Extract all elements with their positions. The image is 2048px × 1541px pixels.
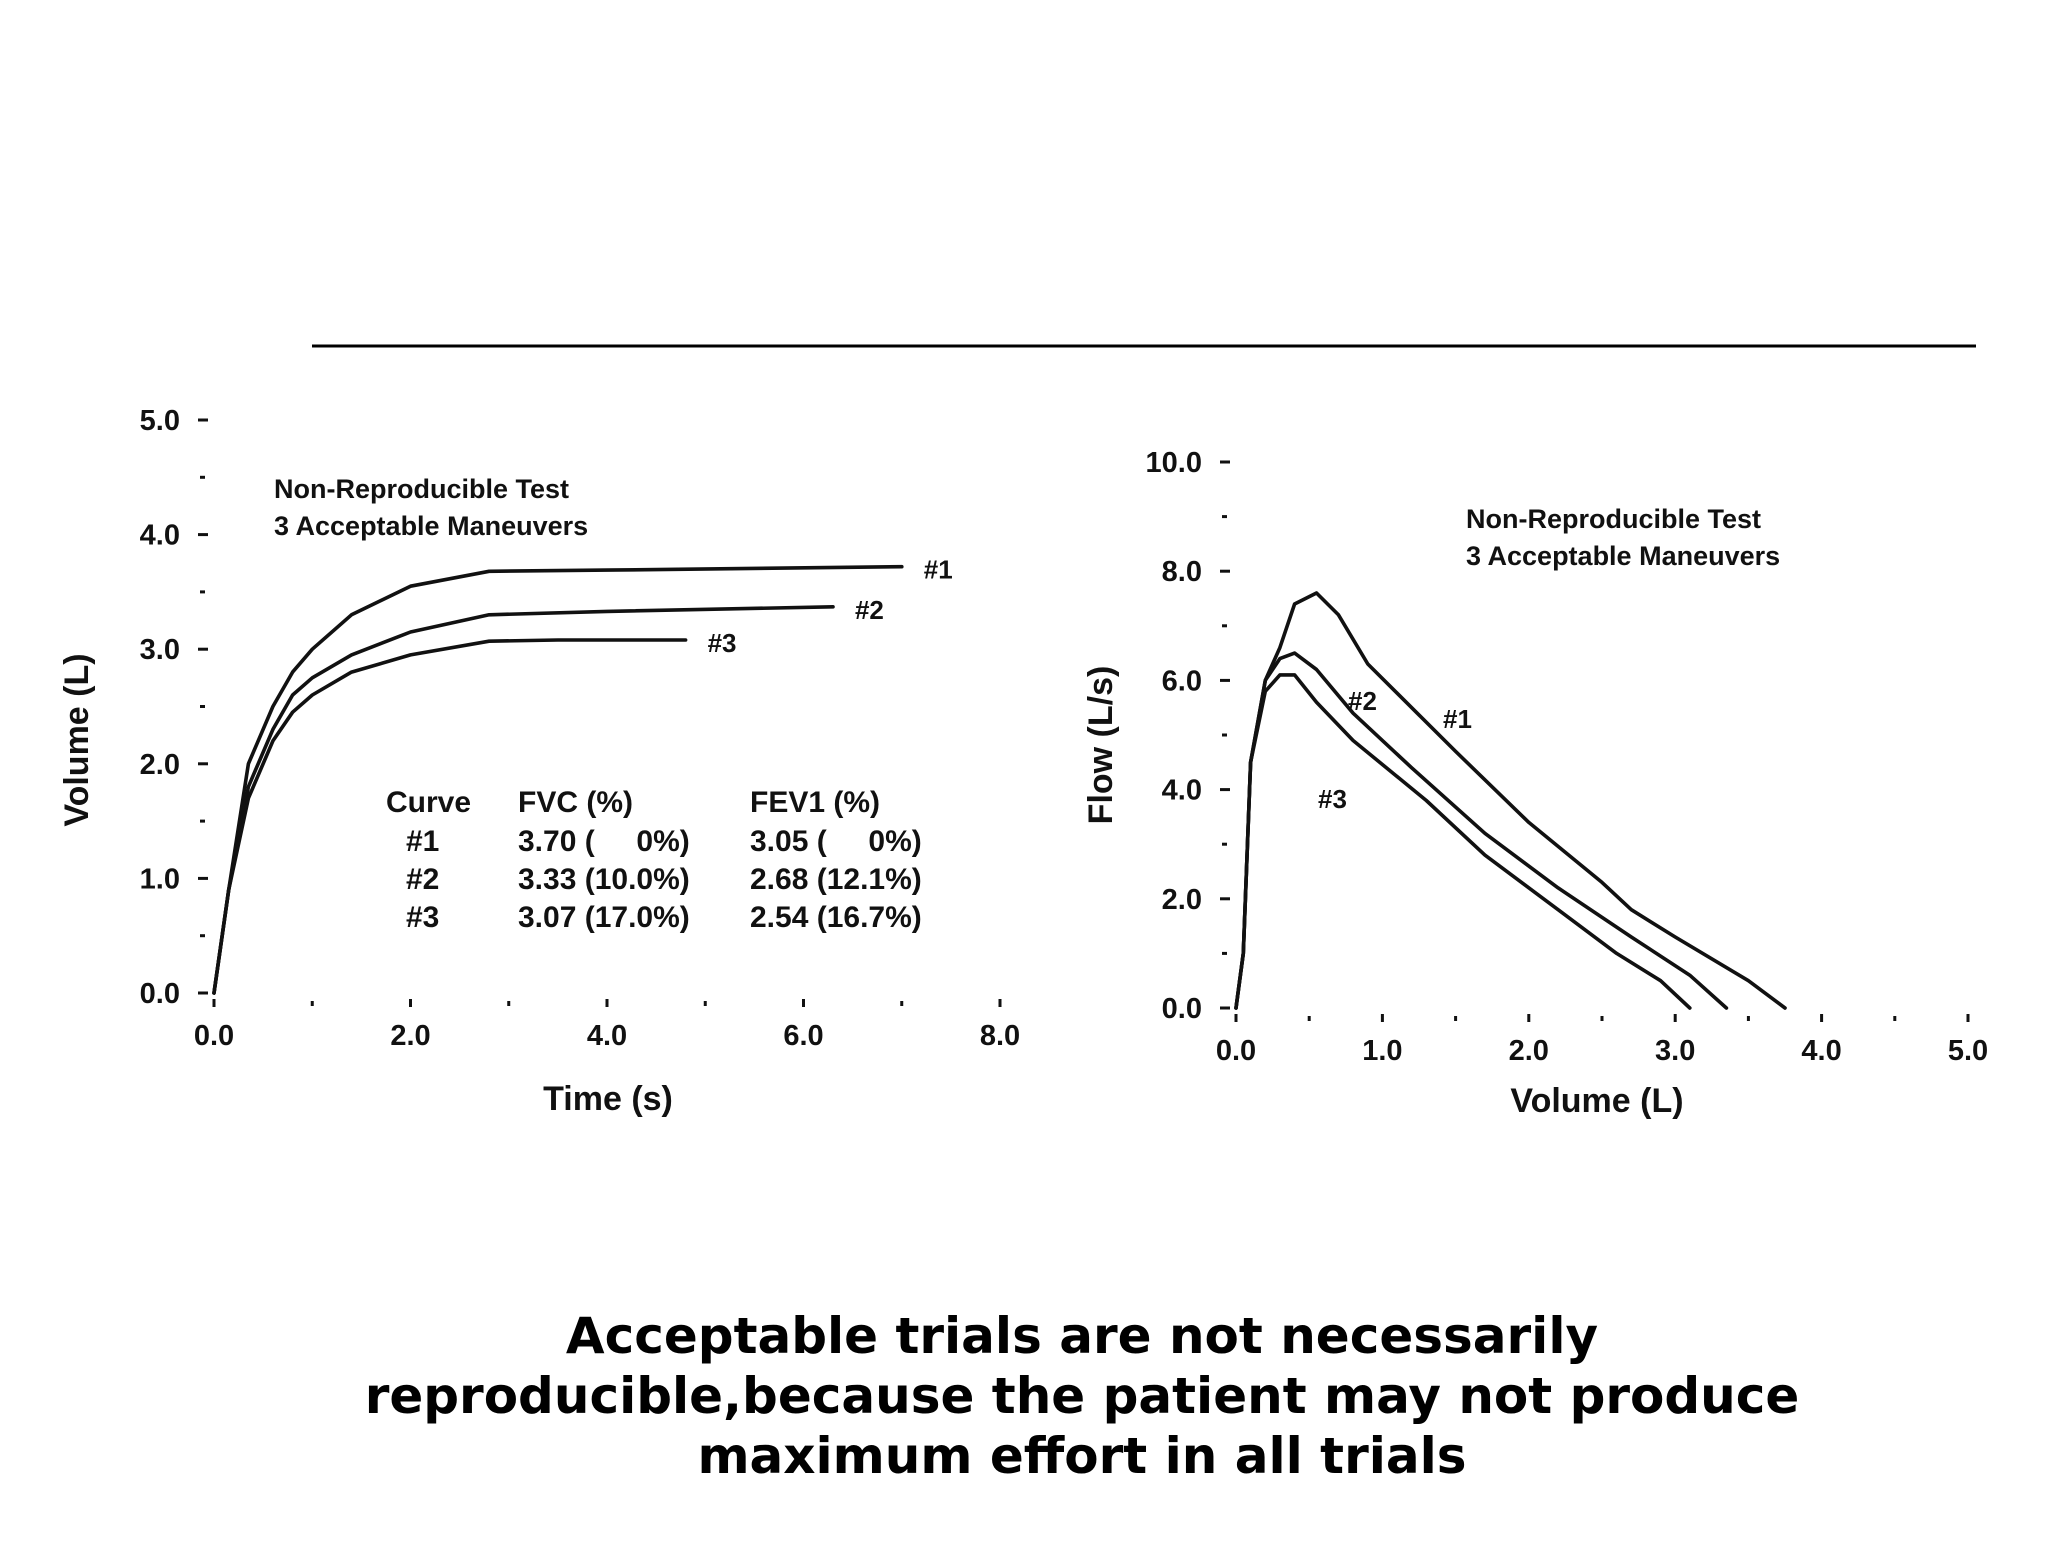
chart1-y-axis-label: Volume (L) bbox=[58, 653, 96, 826]
chart1-x-tick-label: 6.0 bbox=[783, 1020, 823, 1052]
table-row-1-fvc: 3.70 ( 0%) bbox=[518, 825, 690, 858]
chart2-y-tick-label: 6.0 bbox=[1162, 665, 1202, 697]
table-row-2-fvc: 3.33 (10.0%) bbox=[518, 863, 690, 896]
chart1-annotation-line2: 3 Acceptable Maneuvers bbox=[274, 511, 588, 541]
chart1-series-3-line bbox=[212, 638, 688, 995]
table-row-2-fev1: 2.68 (12.1%) bbox=[750, 863, 922, 896]
table-row-3-fev1: 2.54 (16.7%) bbox=[750, 901, 922, 934]
chart2-x-tick-label: 2.0 bbox=[1509, 1035, 1549, 1067]
chart2-x-tick-label: 1.0 bbox=[1362, 1035, 1402, 1067]
chart2-x-tick-label: 5.0 bbox=[1948, 1035, 1988, 1067]
caption-line-3: maximum effort in all trials bbox=[697, 1427, 1467, 1485]
table-header-curve: Curve bbox=[386, 786, 471, 819]
chart2-x-tick-label: 3.0 bbox=[1655, 1035, 1695, 1067]
table-row-1-fev1: 3.05 ( 0%) bbox=[750, 825, 922, 858]
caption-line-2: reproducible,because the patient may not… bbox=[364, 1367, 1800, 1425]
chart1-y-tick-label: 1.0 bbox=[140, 863, 180, 895]
chart1-series-1-line bbox=[212, 564, 904, 995]
table-row-2-curve: #2 bbox=[406, 863, 439, 896]
chart1-series-2-label: #2 bbox=[855, 595, 884, 625]
chart2-x-tick-label: 0.0 bbox=[1216, 1035, 1256, 1067]
chart1-series-3-label: #3 bbox=[708, 628, 737, 658]
chart1-x-axis-label: Time (s) bbox=[543, 1080, 673, 1118]
chart1-series-1-label: #1 bbox=[924, 555, 953, 585]
chart2-axes: 0.0 2.0 4.0 6.0 8.0 10.0 0.0 1.0 2.0 3.0 4.0 5.0 bbox=[1146, 447, 1989, 1067]
chart1-x-tick-label: 8.0 bbox=[980, 1020, 1020, 1052]
chart2-curve-label-3: #3 bbox=[1318, 784, 1347, 814]
chart1-x-tick-label: 2.0 bbox=[390, 1020, 430, 1052]
chart1-series: #1 #2 #3 bbox=[212, 555, 953, 995]
chart2-y-tick-label: 4.0 bbox=[1162, 775, 1202, 807]
chart2-x-axis-label: Volume (L) bbox=[1510, 1082, 1683, 1120]
chart1-annotation-line1: Non-Reproducible Test bbox=[274, 474, 569, 504]
chart1-y-tick-label: 0.0 bbox=[140, 978, 180, 1010]
chart2-series-2-line bbox=[1234, 651, 1729, 1010]
chart2-y-tick-label: 2.0 bbox=[1162, 884, 1202, 916]
caption-line-1: Acceptable trials are not necessarily bbox=[565, 1307, 1599, 1365]
table-row-1-curve: #1 bbox=[406, 825, 439, 858]
chart2-curve-label-2: #2 bbox=[1348, 686, 1377, 716]
volume-time-chart: 0.0 1.0 2.0 3.0 4.0 5.0 0.0 2.0 4.0 6.0 8.0 #1 #2 #3… bbox=[58, 405, 1020, 1118]
chart1-y-tick-label: 5.0 bbox=[140, 405, 180, 437]
table-row-3-curve: #3 bbox=[406, 901, 439, 934]
chart1-y-tick-label: 3.0 bbox=[140, 634, 180, 666]
table-row-3-fvc: 3.07 (17.0%) bbox=[518, 901, 690, 934]
flow-volume-chart: 0.0 2.0 4.0 6.0 8.0 10.0 0.0 1.0 2.0 3.0 4.0 5.0 No… bbox=[1082, 447, 1988, 1120]
chart2-y-tick-label: 0.0 bbox=[1162, 993, 1202, 1025]
chart2-series bbox=[1234, 591, 1787, 1010]
slide-caption: Acceptable trials are not necessarily re… bbox=[224, 1306, 1940, 1486]
chart2-y-tick-label: 8.0 bbox=[1162, 556, 1202, 588]
table-header-fev1: FEV1 (%) bbox=[750, 786, 880, 819]
chart1-x-tick-label: 0.0 bbox=[194, 1020, 234, 1052]
table-header-fvc: FVC (%) bbox=[518, 786, 633, 819]
chart2-series-3-line bbox=[1234, 673, 1692, 1010]
chart2-y-tick-label: 10.0 bbox=[1146, 447, 1202, 479]
chart1-y-tick-label: 2.0 bbox=[140, 749, 180, 781]
chart1-y-tick-label: 4.0 bbox=[140, 520, 180, 552]
chart2-y-axis-label: Flow (L/s) bbox=[1082, 666, 1120, 825]
chart1-axes: 0.0 1.0 2.0 3.0 4.0 5.0 0.0 2.0 4.0 6.0 8.0 bbox=[140, 405, 1020, 1052]
chart2-annotation-line1: Non-Reproducible Test bbox=[1466, 504, 1761, 534]
chart1-x-tick-label: 4.0 bbox=[587, 1020, 627, 1052]
chart2-curve-label-1: #1 bbox=[1443, 704, 1472, 734]
chart2-annotation-line2: 3 Acceptable Maneuvers bbox=[1466, 541, 1780, 571]
chart2-x-tick-label: 4.0 bbox=[1801, 1035, 1841, 1067]
